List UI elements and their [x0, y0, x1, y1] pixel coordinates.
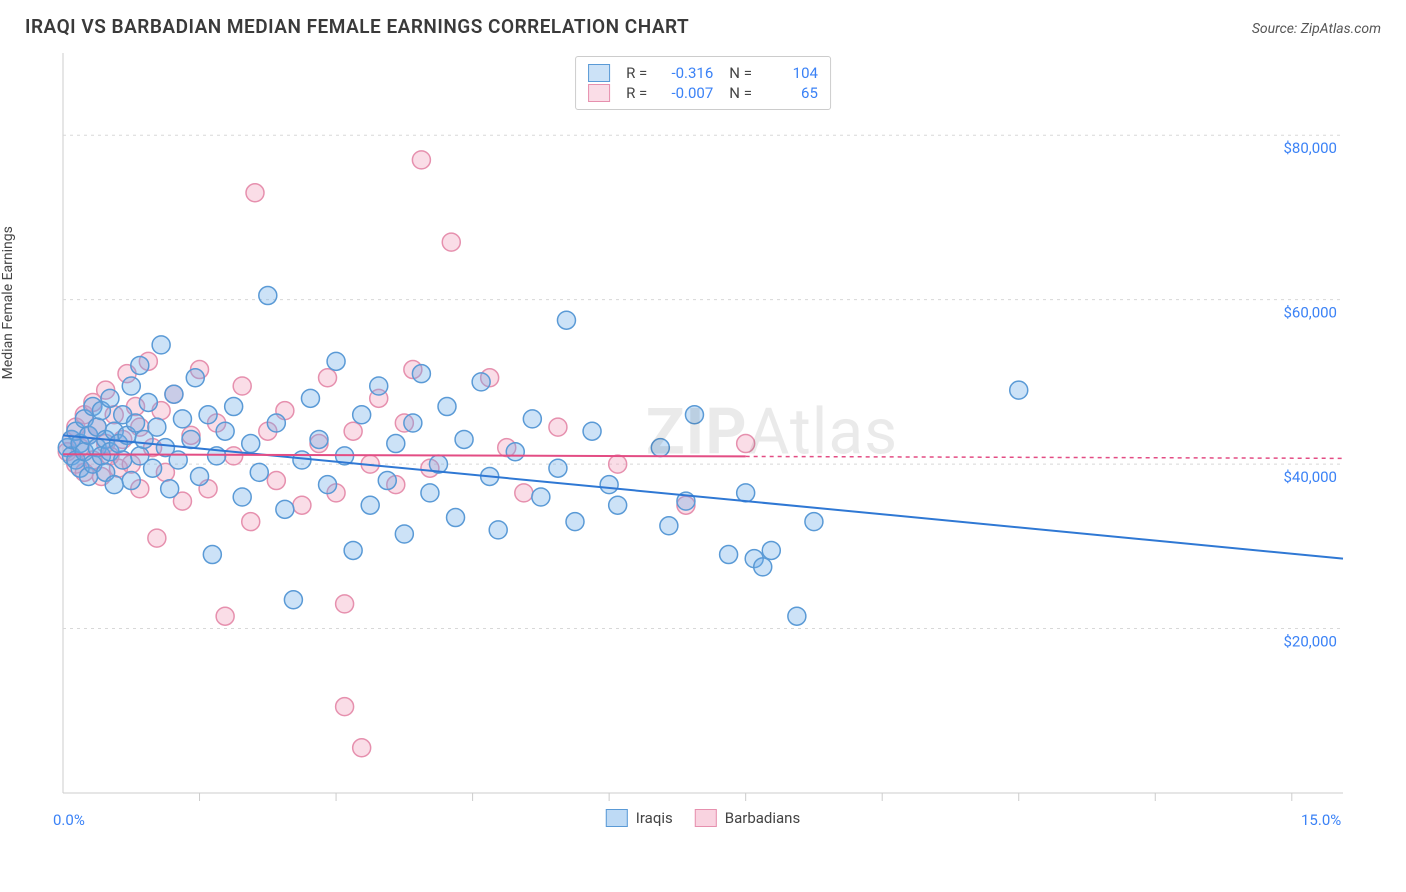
legend-item: Barbadians [695, 809, 800, 827]
series-legend: Iraqis Barbadians [606, 809, 800, 827]
correlation-row: R =-0.007N =65 [588, 83, 818, 103]
legend-item: Iraqis [606, 809, 673, 827]
correlation-row: R =-0.316N =104 [588, 63, 818, 83]
chart-area: Median Female Earnings $20,000$40,000$60… [13, 48, 1393, 848]
x-tick-max: 15.0% [1301, 811, 1341, 829]
y-axis-title: Median Female Earnings [0, 226, 16, 379]
source-label: Source: ZipAtlas.com [1252, 21, 1381, 37]
correlation-legend: R =-0.316N =104R =-0.007N =65 [575, 56, 831, 110]
svg-text:$20,000: $20,000 [1283, 633, 1337, 651]
x-tick-min: 0.0% [53, 811, 85, 829]
svg-text:$60,000: $60,000 [1283, 304, 1337, 322]
chart-title: IRAQI VS BARBADIAN MEDIAN FEMALE EARNING… [25, 15, 689, 38]
scatter-chart: $20,000 $40,000 $60,000 $80,000 [13, 48, 1393, 848]
svg-text:$80,000: $80,000 [1283, 139, 1337, 157]
svg-text:$40,000: $40,000 [1283, 468, 1337, 486]
